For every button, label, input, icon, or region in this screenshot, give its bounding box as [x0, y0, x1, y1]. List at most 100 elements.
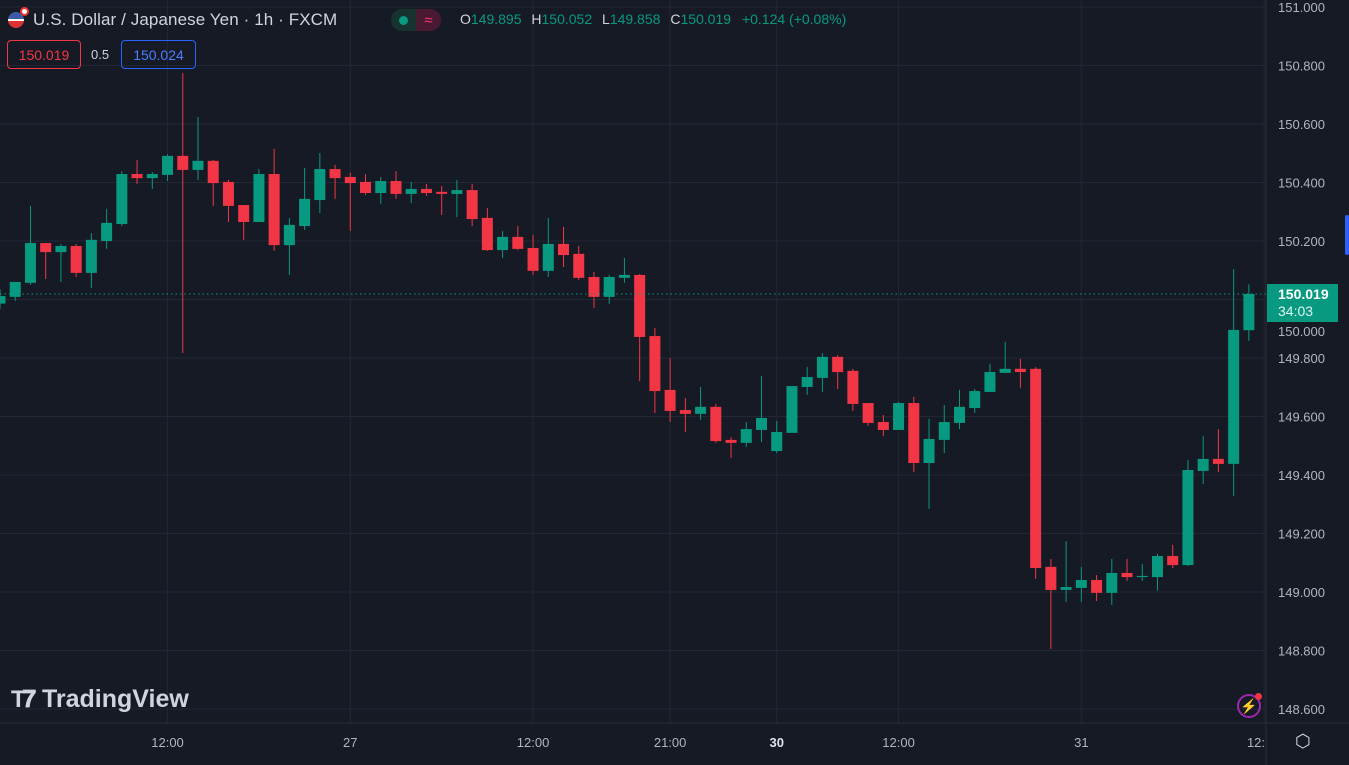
bullish-candle	[253, 169, 265, 222]
price-tick-label: 149.000	[1278, 585, 1325, 600]
candle-body	[771, 432, 783, 452]
bearish-candle	[390, 171, 402, 199]
price-tick-label: 148.800	[1278, 644, 1325, 659]
price-tick-label: 150.400	[1278, 176, 1325, 191]
side-panel-tab[interactable]	[1345, 215, 1349, 255]
bullish-candle	[1228, 269, 1240, 497]
current-price: 150.019	[1278, 286, 1329, 302]
candle-body	[390, 181, 402, 194]
bearish-candle	[436, 186, 448, 215]
candle-body	[1243, 293, 1255, 331]
price-tick-label: 150.800	[1278, 59, 1325, 74]
candle-body	[1014, 368, 1026, 373]
candle-body	[146, 174, 158, 179]
bullish-candle	[786, 386, 798, 433]
lightning-alert-icon[interactable]: ⚡	[1237, 693, 1262, 718]
bearish-candle	[1167, 544, 1179, 569]
bearish-candle	[649, 327, 661, 413]
bullish-candle	[953, 389, 965, 430]
candle-body	[1060, 587, 1072, 590]
candle-body	[70, 245, 82, 273]
candle-body	[405, 188, 417, 194]
candle-body	[1121, 572, 1133, 578]
bearish-candle	[847, 368, 859, 411]
candle-body	[238, 205, 250, 222]
sell-button[interactable]: 150.019	[7, 40, 81, 69]
open-value: 149.895	[470, 11, 522, 27]
candle-body	[24, 243, 36, 283]
candle-body	[679, 410, 691, 414]
buy-button[interactable]: 150.024	[121, 40, 196, 69]
bearish-candle	[466, 183, 478, 227]
time-tick-label: 12:00	[517, 735, 550, 750]
price-tick-label: 149.400	[1278, 468, 1325, 483]
candle-body	[756, 417, 767, 430]
bearish-candle	[558, 226, 570, 268]
bullish-candle	[740, 422, 752, 447]
candle-body	[1075, 580, 1087, 588]
candles	[0, 73, 1255, 650]
price-tick-label: 150.000	[1278, 324, 1325, 339]
bearish-candle	[1091, 575, 1103, 602]
bearish-candle	[664, 358, 676, 423]
candle-body	[1136, 575, 1148, 578]
bullish-candle	[603, 274, 615, 304]
symbol-header[interactable]: U.S. Dollar / Japanese Yen · 1h · FXCM	[8, 7, 338, 32]
tradingview-logo[interactable]: T𝟕 TradingView	[11, 685, 189, 714]
bullish-candle	[146, 171, 158, 189]
close-value: 150.019	[680, 11, 732, 27]
bearish-candle	[1014, 358, 1026, 388]
bearish-candle	[1212, 429, 1224, 473]
hexagon-settings-icon[interactable]: ⬡	[1295, 731, 1311, 751]
candle-body	[436, 191, 448, 194]
market-status-toggle[interactable]: ≈	[391, 9, 441, 31]
price-tick-label: 150.600	[1278, 117, 1325, 132]
bearish-candle	[573, 245, 585, 280]
time-tick-label: 21:00	[654, 735, 687, 750]
price-tick-label: 149.800	[1278, 351, 1325, 366]
bearish-candle	[40, 243, 52, 280]
bullish-candle	[542, 217, 554, 277]
bullish-candle	[405, 181, 417, 203]
bearish-candle	[131, 159, 143, 184]
symbol-title[interactable]: U.S. Dollar / Japanese Yen · 1h · FXCM	[33, 10, 338, 29]
candle-body	[40, 243, 52, 253]
bullish-candle	[999, 341, 1011, 373]
candle-body	[55, 245, 67, 253]
candle-body	[542, 243, 554, 271]
bullish-candle	[1136, 563, 1148, 581]
price-tick-label: 150.200	[1278, 234, 1325, 249]
bullish-candle	[618, 257, 630, 283]
current-price-label: 150.019 34:03	[1267, 284, 1338, 322]
price-axis: 151.000 150.800 150.600 150.400 150.200 150.0…	[1278, 0, 1325, 717]
candle-body	[222, 181, 234, 206]
time-tick-label: 12:00	[151, 735, 184, 750]
price-tick-label: 149.600	[1278, 410, 1325, 425]
bearish-candle	[177, 73, 189, 354]
bearish-candle	[481, 207, 493, 251]
bearish-candle	[1121, 558, 1133, 581]
bearish-candle	[634, 274, 646, 382]
candle-body	[969, 391, 981, 409]
bearish-candle	[238, 205, 250, 240]
candle-body	[314, 169, 326, 201]
approx-wave-icon: ≈	[416, 9, 441, 31]
candle-body	[9, 281, 21, 297]
tradingview-logo-icon: T𝟕	[11, 685, 36, 713]
candle-body	[268, 174, 280, 246]
bearish-candle	[527, 234, 539, 275]
bearish-candle	[679, 398, 691, 433]
bullish-candle	[162, 154, 174, 182]
bullish-candle	[1182, 460, 1194, 566]
candle-body	[558, 243, 570, 256]
bearish-candle	[588, 272, 600, 308]
candle-body	[177, 155, 189, 170]
candle-body	[253, 174, 265, 222]
bearish-candle	[268, 148, 280, 251]
bullish-candle	[1075, 566, 1087, 602]
candle-body	[588, 276, 600, 297]
candle-body	[923, 439, 935, 464]
candle-body	[207, 160, 219, 184]
bearish-candle	[360, 174, 372, 196]
